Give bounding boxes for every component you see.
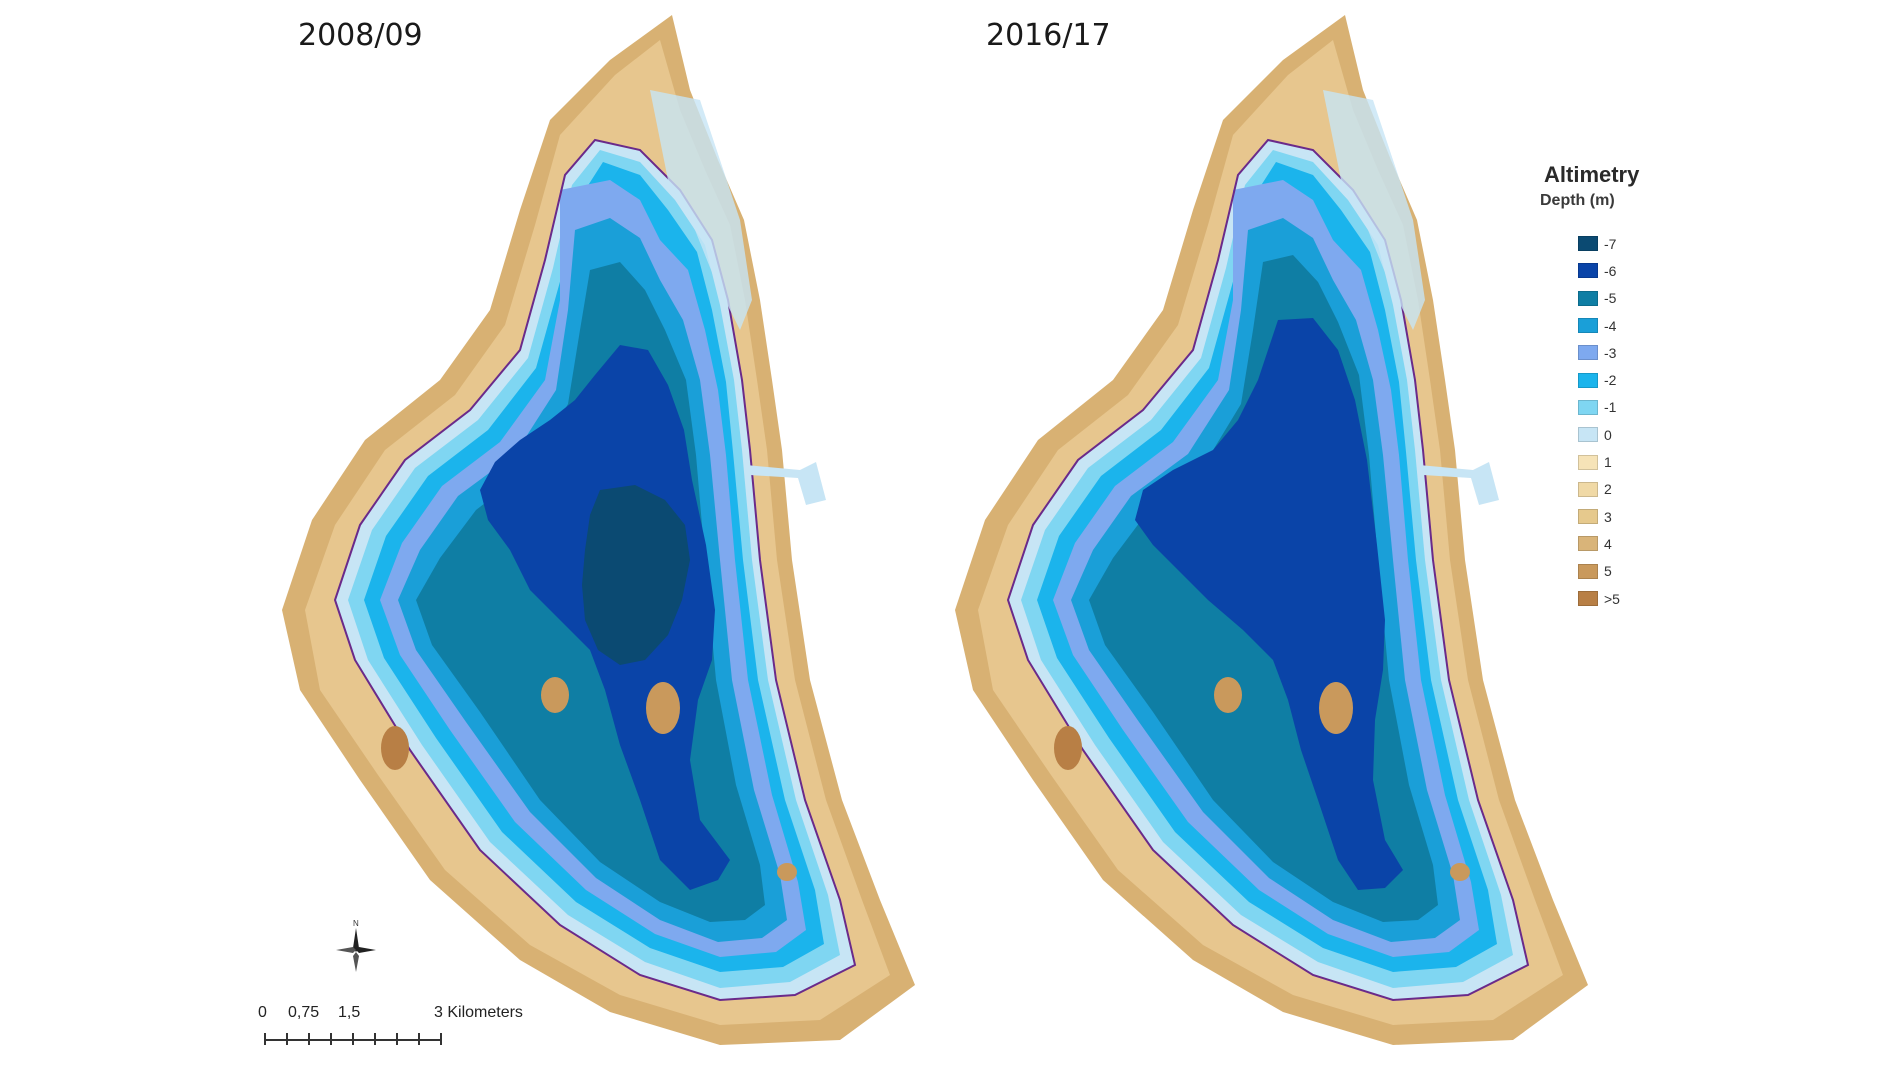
legend-item: -4 <box>1578 312 1670 339</box>
scale-bar: 0 0,75 1,5 3 Kilometers <box>258 1004 598 1054</box>
legend-label: -1 <box>1604 399 1617 416</box>
map-title-left: 2008/09 <box>298 18 423 53</box>
compass-graphic: N <box>336 919 376 972</box>
island-east <box>1319 682 1353 734</box>
legend-item: -6 <box>1578 257 1670 284</box>
legend-label: 0 <box>1604 426 1612 443</box>
canal <box>1419 462 1499 505</box>
depth-band-minus6 <box>1135 318 1403 890</box>
scale-label-1-5: 1,5 <box>338 1004 361 1021</box>
legend-swatch <box>1578 345 1598 361</box>
legend-label: -4 <box>1604 317 1617 334</box>
legend-item: -7 <box>1578 230 1670 257</box>
legend-label: 2 <box>1604 481 1612 498</box>
legend-swatch <box>1578 318 1598 334</box>
legend-item: 5 <box>1578 558 1670 585</box>
legend-item: -2 <box>1578 366 1670 393</box>
legend-swatch <box>1578 372 1598 388</box>
compass-north-label: N <box>353 919 359 928</box>
scale-label-0-75: 0,75 <box>288 1004 320 1021</box>
scale-tick <box>352 1033 354 1045</box>
shoreline <box>1006 138 1530 1002</box>
legend-item: -5 <box>1578 285 1670 312</box>
legend-swatch <box>1578 263 1598 279</box>
legend-swatch <box>1578 536 1598 552</box>
legend-label: -6 <box>1604 262 1617 279</box>
legend-item: 2 <box>1578 476 1670 503</box>
legend-item: -1 <box>1578 394 1670 421</box>
legend-label: -3 <box>1604 344 1617 361</box>
legend: Altimetry Depth (m) -7 -6 -5 -4 -3 -2 -1 0 1 2 3 4 5… <box>1540 162 1670 612</box>
legend-label: -2 <box>1604 372 1617 389</box>
map-2016-17 <box>955 15 1588 1045</box>
legend-swatch <box>1578 481 1598 497</box>
legend-item: 3 <box>1578 503 1670 530</box>
legend-swatch <box>1578 427 1598 443</box>
legend-item: 1 <box>1578 448 1670 475</box>
land-depression <box>1054 726 1082 770</box>
legend-label: 5 <box>1604 563 1612 580</box>
island-south <box>1450 863 1470 881</box>
land-depression <box>381 726 409 770</box>
scale-tick <box>440 1033 442 1045</box>
scale-tick <box>264 1033 266 1045</box>
scale-tick <box>418 1033 420 1045</box>
map-title-right: 2016/17 <box>986 18 1111 53</box>
legend-swatch <box>1578 563 1598 579</box>
legend-item: -3 <box>1578 339 1670 366</box>
legend-label: 1 <box>1604 454 1612 471</box>
island-east <box>646 682 680 734</box>
canal <box>746 462 826 505</box>
legend-items: -7 -6 -5 -4 -3 -2 -1 0 1 2 3 4 5 >5 <box>1578 230 1670 612</box>
legend-title: Altimetry <box>1544 162 1640 187</box>
legend-swatch <box>1578 236 1598 252</box>
legend-swatch <box>1578 591 1598 606</box>
scale-tick <box>374 1033 376 1045</box>
legend-swatch <box>1578 454 1598 470</box>
legend-label: -7 <box>1604 235 1617 252</box>
scale-label-3-km: 3 Kilometers <box>434 1004 523 1021</box>
island-west <box>541 677 569 713</box>
legend-item: >5 <box>1578 585 1670 612</box>
north-arrow-icon: N <box>333 918 379 972</box>
scale-tick <box>330 1033 332 1045</box>
map-2008-09 <box>282 15 915 1045</box>
island-west <box>1214 677 1242 713</box>
legend-subtitle: Depth (m) <box>1540 192 1615 209</box>
legend-swatch <box>1578 509 1598 525</box>
wetland-ne <box>1323 90 1425 330</box>
legend-item: 4 <box>1578 530 1670 557</box>
scale-tick <box>396 1033 398 1045</box>
legend-swatch <box>1578 290 1598 306</box>
depth-band-minus7 <box>582 485 690 665</box>
legend-label: >5 <box>1604 590 1620 607</box>
legend-swatch <box>1578 399 1598 415</box>
scale-tick <box>308 1033 310 1045</box>
shoreline <box>333 138 857 1002</box>
island-south <box>777 863 797 881</box>
scale-tick <box>286 1033 288 1045</box>
wetland-ne <box>650 90 752 330</box>
legend-label: 4 <box>1604 535 1612 552</box>
scale-label-0: 0 <box>258 1004 267 1021</box>
legend-label: 3 <box>1604 508 1612 525</box>
legend-label: -5 <box>1604 290 1617 307</box>
legend-item: 0 <box>1578 421 1670 448</box>
